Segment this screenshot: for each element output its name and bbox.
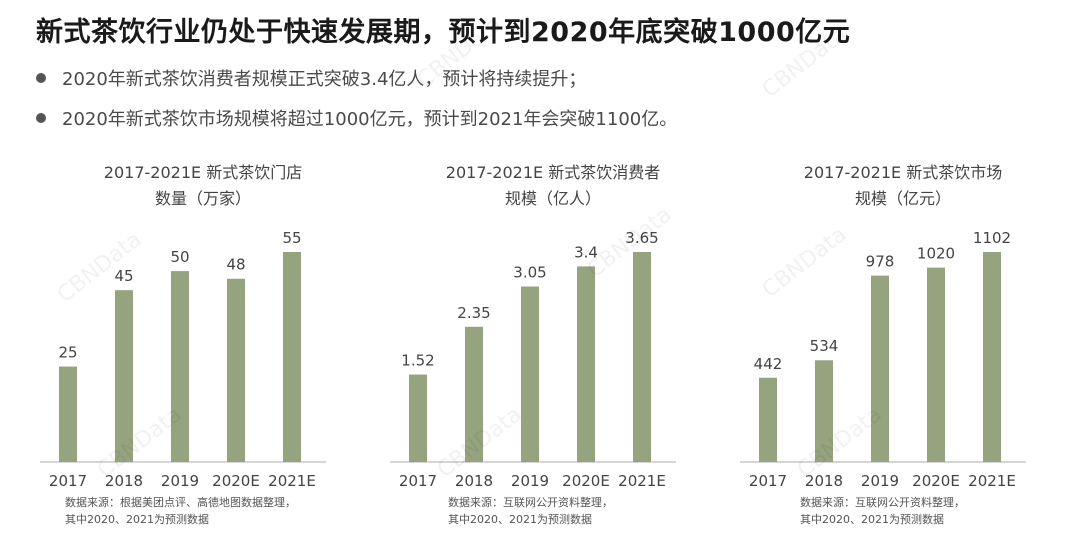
data-label: 2.35 bbox=[457, 304, 490, 322]
data-label: 442 bbox=[754, 355, 783, 373]
bar bbox=[633, 252, 651, 462]
data-label: 55 bbox=[282, 229, 301, 247]
bullet-dot-icon bbox=[36, 113, 46, 123]
x-tick-label: 2018 bbox=[105, 472, 143, 490]
data-label: 1102 bbox=[973, 229, 1011, 247]
x-tick-label: 2021E bbox=[968, 472, 1016, 490]
data-label: 1.52 bbox=[401, 352, 434, 370]
source-line: 数据来源：互联网公开资料整理， bbox=[800, 496, 965, 509]
bullet-item: 2020年新式茶饮市场规模将超过1000亿元，预计到2021年会突破1100亿。 bbox=[36, 104, 677, 132]
bullet-dot-icon bbox=[36, 73, 46, 83]
x-tick-label: 2017 bbox=[49, 472, 87, 490]
x-tick-label: 2019 bbox=[511, 472, 549, 490]
bar bbox=[409, 374, 427, 462]
x-tick-label: 2020E bbox=[212, 472, 260, 490]
bar bbox=[871, 275, 889, 462]
page-title: 新式茶饮行业仍处于快速发展期，预计到2020年底突破1000亿元 bbox=[36, 17, 851, 48]
chart-title-line: 2017-2021E 新式茶饮市场 bbox=[803, 163, 1003, 182]
chart-panel-stores: 2017-2021E 新式茶饮门店 数量（万家） 25 2017 45 2018 50 2… bbox=[28, 160, 378, 540]
bar bbox=[521, 286, 539, 462]
bar bbox=[465, 326, 483, 462]
source-line: 数据来源：根据美团点评、高德地图数据整理， bbox=[65, 496, 296, 509]
chart-title-line: 2017-2021E 新式茶饮消费者 bbox=[445, 163, 661, 182]
bar bbox=[283, 252, 301, 462]
data-label: 25 bbox=[58, 344, 77, 362]
x-tick-label: 2018 bbox=[455, 472, 493, 490]
data-label: 3.65 bbox=[625, 229, 658, 247]
chart-panel-market: 2017-2021E 新式茶饮市场 规模（亿元） 442 2017 534 2018 9… bbox=[728, 160, 1078, 540]
chart-title-line: 规模（亿人） bbox=[504, 189, 601, 208]
bullet-item: 2020年新式茶饮消费者规模正式突破3.4亿人，预计将持续提升； bbox=[36, 64, 677, 92]
bullet-text: 2020年新式茶饮市场规模将超过1000亿元，预计到2021年会突破1100亿。 bbox=[62, 109, 678, 130]
data-label: 978 bbox=[866, 253, 895, 271]
bar bbox=[927, 267, 945, 462]
chart-title-line: 规模（亿元） bbox=[854, 189, 951, 208]
x-tick-label: 2020E bbox=[912, 472, 960, 490]
bar bbox=[759, 377, 777, 462]
x-tick-label: 2017 bbox=[749, 472, 787, 490]
bullet-list: 2020年新式茶饮消费者规模正式突破3.4亿人，预计将持续提升； 2020年新式… bbox=[36, 64, 677, 144]
source-line: 数据来源：互联网公开资料整理， bbox=[448, 496, 613, 509]
source-note: 数据来源：根据美团点评、高德地图数据整理， 其中2020、2021为预测数据 bbox=[65, 494, 296, 528]
bar-chart-market: 442 2017 534 2018 978 2019 1020 2020E 1102 2021E bbox=[740, 229, 1026, 490]
bar-chart-consumers: 1.52 2017 2.35 2018 3.05 2019 3.4 2020E 3.65 2021… bbox=[390, 229, 676, 490]
chart-title: 2017-2021E 新式茶饮门店 数量（万家） bbox=[28, 160, 378, 212]
source-line: 其中2020、2021为预测数据 bbox=[65, 513, 209, 526]
x-tick-label: 2021E bbox=[268, 472, 316, 490]
data-label: 534 bbox=[810, 337, 839, 355]
bar bbox=[227, 278, 245, 462]
source-line: 其中2020、2021为预测数据 bbox=[800, 513, 944, 526]
source-line: 其中2020、2021为预测数据 bbox=[448, 513, 592, 526]
x-tick-label: 2019 bbox=[161, 472, 199, 490]
chart-title-line: 2017-2021E 新式茶饮门店 bbox=[103, 163, 303, 182]
data-label: 48 bbox=[226, 256, 245, 274]
x-tick-label: 2019 bbox=[861, 472, 899, 490]
chart-title: 2017-2021E 新式茶饮消费者 规模（亿人） bbox=[378, 160, 728, 212]
data-label: 3.05 bbox=[513, 264, 546, 282]
bar bbox=[815, 360, 833, 462]
x-tick-label: 2018 bbox=[805, 472, 843, 490]
bar bbox=[983, 252, 1001, 462]
chart-title: 2017-2021E 新式茶饮市场 规模（亿元） bbox=[728, 160, 1078, 212]
data-label: 45 bbox=[114, 267, 133, 285]
x-tick-label: 2020E bbox=[562, 472, 610, 490]
bar bbox=[59, 366, 77, 462]
bar-chart-stores: 25 2017 45 2018 50 2019 48 2020E 55 2021E bbox=[40, 229, 326, 490]
bar bbox=[577, 266, 595, 462]
source-note: 数据来源：互联网公开资料整理， 其中2020、2021为预测数据 bbox=[800, 494, 965, 528]
source-note: 数据来源：互联网公开资料整理， 其中2020、2021为预测数据 bbox=[448, 494, 613, 528]
chart-title-line: 数量（万家） bbox=[154, 189, 251, 208]
data-label: 50 bbox=[170, 248, 189, 266]
x-tick-label: 2017 bbox=[399, 472, 437, 490]
bar bbox=[115, 290, 133, 462]
bullet-text: 2020年新式茶饮消费者规模正式突破3.4亿人，预计将持续提升； bbox=[62, 69, 587, 90]
bar bbox=[171, 271, 189, 462]
data-label: 3.4 bbox=[574, 243, 598, 261]
data-label: 1020 bbox=[917, 245, 955, 263]
chart-panel-consumers: 2017-2021E 新式茶饮消费者 规模（亿人） 1.52 2017 2.35 20… bbox=[378, 160, 728, 540]
x-tick-label: 2021E bbox=[618, 472, 666, 490]
